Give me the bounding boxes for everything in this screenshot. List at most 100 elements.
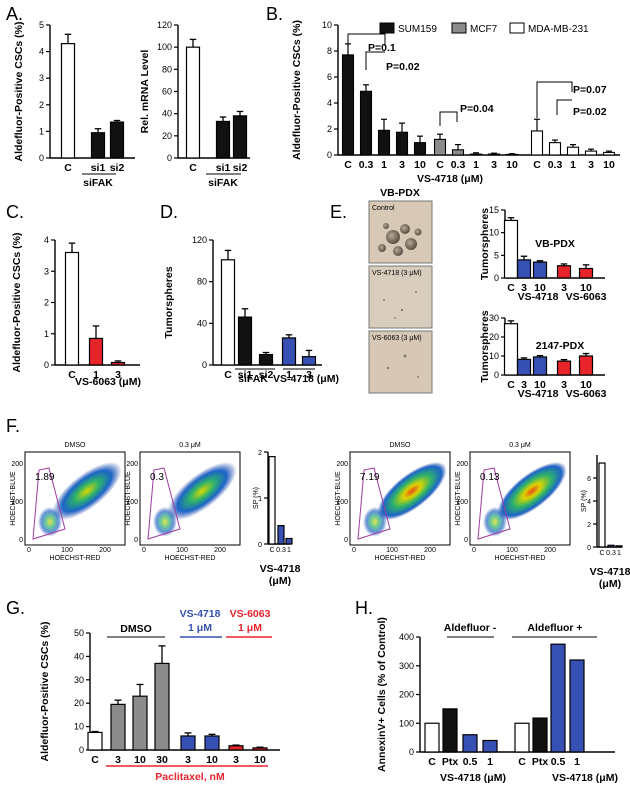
panel-letter-b: B.: [266, 4, 283, 24]
x-tick-label: 0.5: [463, 756, 478, 768]
d-sifak-label: siFAK: [238, 373, 268, 385]
x-tick-label: Ptx: [532, 756, 549, 768]
e1-ylabel: Tumorspheres: [479, 208, 491, 280]
y-tick-label: 10: [322, 20, 332, 30]
e2-title: 2147-PDX: [536, 340, 584, 352]
chart-f-sp2: 0 2 4 6 SP (%) C 0.3 1: [581, 455, 623, 557]
x-tick-label: 1: [487, 756, 493, 768]
flow-xtick: 100: [506, 547, 518, 554]
x-tick-label: 10: [534, 379, 546, 391]
g-dmso-label: DMSO: [120, 623, 152, 635]
y-tick-label: 100: [157, 42, 172, 52]
cell-dot: [417, 376, 419, 378]
x-tick-label: 0.3: [606, 550, 616, 557]
y-tick-label: 2: [258, 450, 262, 457]
flow-gate-value: 1.89: [35, 472, 55, 483]
f2-um: (μM): [599, 578, 621, 590]
d-ylabel: Tumorspheres: [163, 266, 175, 338]
flow-population: [377, 462, 447, 521]
panel-letter-c: C.: [6, 202, 24, 222]
y-tick-label: 0: [494, 273, 499, 283]
flow-xtick: 0: [27, 547, 31, 554]
flow-gate-value: 0.13: [480, 472, 500, 483]
g-ylabel: Aldefluor-Positive CSCs (%): [39, 621, 51, 761]
cell-dot: [403, 354, 407, 358]
bar-C: [514, 722, 530, 753]
flow-xtick: 0: [472, 547, 476, 554]
x-tick-label: C: [533, 159, 541, 171]
b-pvalue-3: P=0.04: [460, 103, 494, 115]
flow-xtick: 200: [544, 547, 556, 554]
y-tick-label: 2: [44, 298, 49, 308]
y-tick-label: 10: [489, 351, 499, 361]
x-tick-label: C: [344, 159, 352, 171]
bar-MCF7-C: [433, 138, 447, 156]
bar-10: [204, 735, 220, 751]
e-image-vs4718-label: VS-4718 (3 μM): [372, 270, 422, 277]
bar-MDA-MB-231-C: [530, 130, 544, 156]
panel-letter-h: H.: [355, 598, 373, 618]
x-tick-label: 3: [306, 369, 312, 381]
g-xlabel: Paclitaxel, nM: [155, 771, 225, 783]
flow-xaxis-label: HOECHST-RED: [50, 555, 101, 562]
flow-title: DMSO: [390, 442, 412, 449]
y-tick-label: 40: [162, 109, 172, 119]
flow-gate: [477, 467, 511, 540]
flow-yaxis-label: HOECHST-BLUE: [10, 471, 17, 526]
g-vs4718-label: VS-4718: [180, 608, 221, 620]
panel-letter-a: A.: [6, 4, 23, 24]
bar-si2: [258, 353, 274, 366]
y-tick-label: 2: [39, 100, 44, 110]
chart-c: 0 1 2 3 4 Aldefluor-Positive CSCs (%) C 1 3: [11, 232, 140, 381]
e-images: VB-PDX Control VS-4718 (3 μM) VS-6063 (3…: [368, 187, 433, 394]
flow-ytick: 100: [456, 499, 468, 506]
y-tick-label: 2: [587, 522, 591, 529]
bar-C: [60, 43, 76, 159]
y-tick-label: 80: [162, 64, 172, 74]
flow-title: DMSO: [65, 442, 87, 449]
x-tick-label: 0.3: [359, 159, 374, 171]
bar-0.3: [607, 544, 615, 548]
x-tick-label: C: [68, 369, 76, 381]
b-legend: SUM159 MCF7 MDA-MB-231: [379, 22, 589, 35]
bar-1: [615, 545, 623, 548]
sphere: [405, 238, 417, 250]
x-tick-label: C: [599, 550, 604, 557]
cell-dot: [386, 366, 390, 370]
f1-xlabel: VS-4718: [260, 563, 301, 575]
x-tick-label: 10: [580, 379, 592, 391]
bar-SUM159-C: [341, 54, 355, 156]
y-tick-label: 5: [494, 250, 499, 260]
x-tick-label: 1: [570, 159, 576, 171]
bar-C: [598, 462, 606, 548]
y-tick-label: 0: [587, 545, 591, 552]
x-tick-label: C: [428, 756, 436, 768]
y-tick-label: 40: [197, 318, 207, 328]
bar-3: [516, 358, 532, 376]
cell-dot: [415, 291, 417, 293]
flow-ytick: 0: [344, 537, 348, 544]
flow-yaxis-label: HOECHST-BLUE: [455, 471, 462, 526]
x-tick-label: C: [436, 159, 444, 171]
flow-gate: [32, 467, 66, 540]
flow-xtick: 100: [61, 547, 73, 554]
x-tick-label: C: [518, 756, 526, 768]
y-tick-label: 4: [39, 47, 44, 57]
bar-1: [569, 659, 585, 753]
flow-title: 0.3 μM: [179, 442, 201, 449]
x-tick-label: si2: [259, 369, 274, 381]
bar-1: [88, 337, 104, 366]
bar-si2: [232, 115, 248, 159]
x-tick-label: C: [64, 162, 72, 174]
flow-xaxis-label: HOECHST-RED: [165, 555, 216, 562]
y-tick-label: 0: [39, 153, 44, 163]
y-tick-label: 60: [162, 87, 172, 97]
x-tick-label: 1: [381, 159, 387, 171]
y-tick-label: 8: [327, 46, 332, 56]
flow-ytick: 0: [19, 537, 23, 544]
y-tick-label: 20: [489, 332, 499, 342]
bar-1: [285, 537, 293, 545]
e-image-vs4718: [368, 265, 433, 329]
